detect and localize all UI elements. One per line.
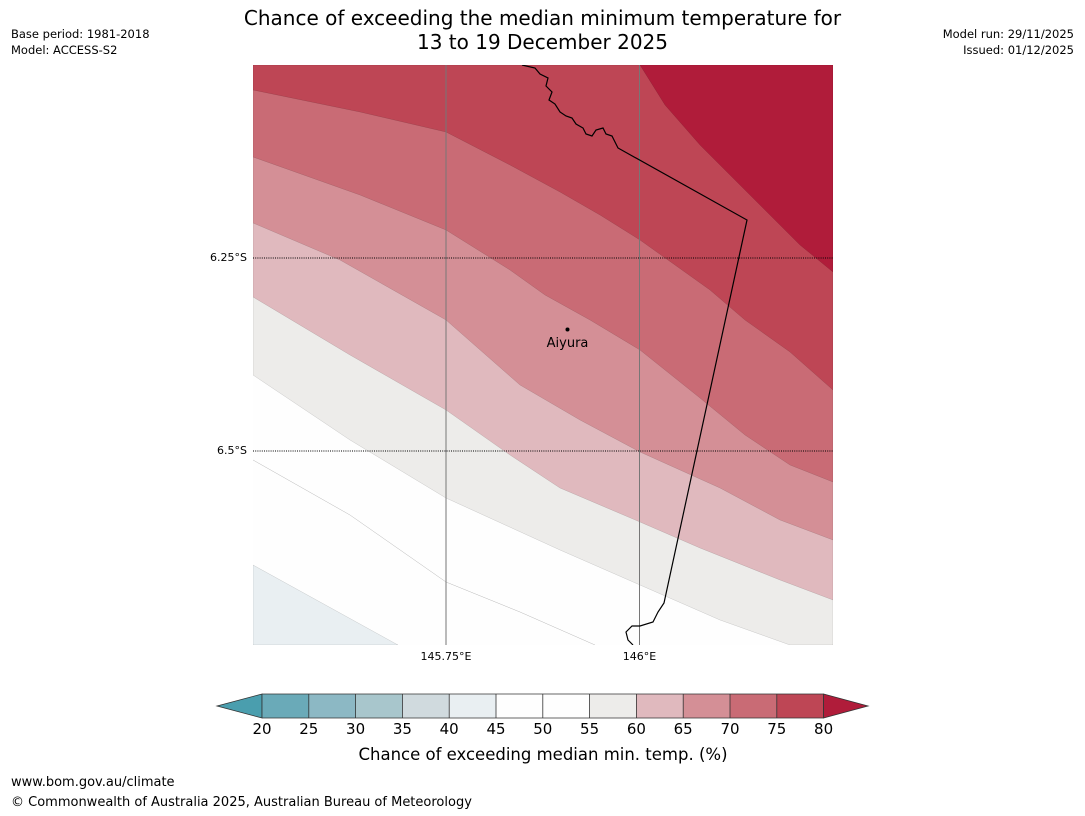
colorbar-tick: 45	[486, 720, 506, 738]
colorbar	[215, 693, 870, 719]
colorbar-tick: 60	[626, 720, 646, 738]
issued-text: Issued: 01/12/2025	[963, 43, 1074, 57]
colorbar-label: Chance of exceeding median min. temp. (%…	[358, 745, 728, 764]
colorbar-tick: 65	[673, 720, 693, 738]
colorbar-60-65	[636, 694, 684, 718]
header-left-meta: Base period: 1981-2018 Model: ACCESS-S2	[11, 26, 150, 58]
colorbar-50-55	[542, 694, 590, 718]
band-40-45	[253, 564, 399, 645]
colorbar-tick: 75	[767, 720, 787, 738]
colorbar-dividers	[261, 693, 824, 719]
colorbar-tick: 20	[252, 720, 272, 738]
lon-label-146: 146°E	[622, 650, 657, 663]
colorbar-30-35	[355, 694, 403, 718]
colorbar-extend-high	[823, 693, 870, 719]
band-75-80	[253, 65, 833, 391]
colorbar-25-30	[308, 694, 356, 718]
band-over-80	[639, 65, 833, 273]
map-title: Chance of exceeding the median minimum t…	[180, 6, 905, 54]
footer-copyright: © Commonwealth of Australia 2025, Austra…	[11, 795, 472, 810]
colorbar-40-45	[449, 694, 496, 718]
lat-label-6-5: 6.5°S	[217, 444, 247, 457]
header-right-meta: Model run: 29/11/2025 Issued: 01/12/2025	[943, 26, 1074, 58]
colorbar-20-25	[262, 694, 309, 718]
title-line-1: Chance of exceeding the median minimum t…	[243, 6, 842, 30]
model-text: Model: ACCESS-S2	[11, 43, 118, 57]
footer-website: www.bom.gov.au/climate	[11, 775, 175, 790]
aiyura-marker	[565, 327, 570, 332]
colorbar-45-50	[496, 694, 543, 718]
colorbar-tick: 80	[814, 720, 834, 738]
colorbar-55-60	[589, 694, 637, 718]
province-boundary	[521, 65, 748, 645]
place-label-aiyura: Aiyura	[546, 336, 589, 351]
colorbar-tick: 25	[299, 720, 319, 738]
colorbar-tick: 35	[392, 720, 412, 738]
colorbar-75-80	[776, 694, 824, 718]
colorbar-70-75	[730, 694, 777, 718]
colorbar-35-40	[402, 694, 450, 718]
colorbar-tick: 40	[439, 720, 459, 738]
map-contour-bands	[253, 65, 833, 645]
title-line-2: 13 to 19 December 2025	[416, 30, 668, 54]
lon-label-145-75: 145.75°E	[420, 650, 472, 663]
model-run-text: Model run: 29/11/2025	[942, 27, 1074, 41]
colorbar-65-70	[683, 694, 730, 718]
base-period-text: Base period: 1981-2018	[11, 27, 150, 41]
colorbar-tick: 70	[720, 720, 740, 738]
colorbar-tick: 50	[533, 720, 553, 738]
colorbar-extend-low	[215, 693, 263, 719]
colorbar-tick: 30	[346, 720, 366, 738]
lat-label-6-25: 6.25°S	[210, 251, 247, 264]
colorbar-tick: 55	[580, 720, 600, 738]
